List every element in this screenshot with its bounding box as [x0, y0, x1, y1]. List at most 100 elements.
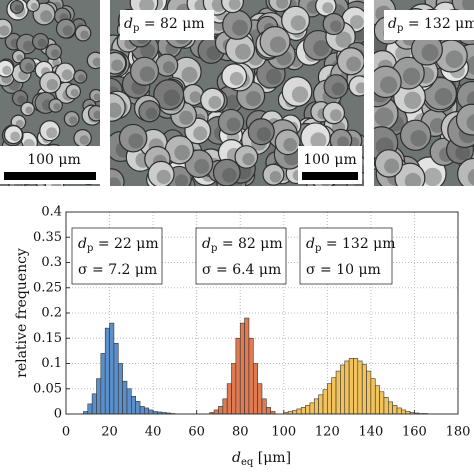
particle-shade: [331, 82, 345, 96]
particle: [399, 119, 432, 151]
particle: [234, 145, 259, 169]
bar: [374, 385, 380, 415]
particle-shade: [40, 10, 53, 23]
x-tick-label: 0: [62, 425, 70, 440]
bar: [235, 337, 241, 415]
bar: [313, 398, 319, 415]
bar: [344, 360, 350, 415]
particle-shade: [313, 40, 330, 57]
bar: [396, 407, 402, 415]
scale-label: 100 μm: [303, 152, 357, 168]
label-box: [120, 10, 214, 40]
particle-shade: [445, 50, 464, 68]
particle: [110, 168, 125, 186]
bar: [292, 410, 298, 415]
particle-shade: [245, 91, 262, 107]
particle-shade: [462, 0, 474, 12]
symbol: d: [388, 16, 397, 32]
particle-shade: [78, 74, 86, 82]
particle: [20, 101, 35, 117]
bar: [309, 402, 315, 415]
bar: [388, 401, 393, 415]
bar: [252, 363, 258, 415]
particle: [274, 129, 301, 156]
particle: [262, 163, 285, 186]
x-tick-label: 120: [315, 425, 340, 440]
scale-bar: [4, 172, 96, 180]
y-tick-label: 0.05: [33, 381, 62, 396]
particle-shade: [410, 129, 427, 147]
label-text: [μm]: [253, 450, 291, 466]
particle-shade: [242, 152, 255, 166]
label-text: = 132 μm: [321, 236, 395, 252]
particle-shade: [61, 69, 73, 81]
bar: [331, 377, 337, 415]
particle: [0, 18, 13, 39]
bar: [213, 409, 219, 415]
bar: [96, 378, 102, 415]
bar: [218, 406, 224, 415]
particle: [73, 69, 88, 84]
x-tick-label: 20: [101, 425, 118, 440]
particle-shade: [283, 137, 297, 152]
particle-shade: [156, 169, 171, 185]
particle-shade: [276, 0, 289, 9]
particle: [45, 43, 63, 61]
particle-shade: [350, 15, 364, 29]
bar: [244, 317, 250, 415]
particle-shade: [269, 171, 282, 183]
particle: [48, 98, 63, 113]
particle-shade: [79, 135, 90, 145]
y-tick-label: 0.3: [41, 255, 62, 270]
label-text: = 22 μm: [93, 236, 158, 252]
subscript: eq: [241, 457, 254, 468]
label-box: [384, 10, 474, 40]
particle-shade: [232, 19, 248, 36]
math-label: dp = 132 μm: [306, 236, 396, 254]
bar: [357, 360, 363, 415]
particle: [259, 26, 291, 58]
particle-shade: [93, 93, 100, 101]
bar: [144, 407, 150, 415]
particle: [0, 59, 15, 78]
particle-shade: [229, 71, 244, 86]
bar: [131, 396, 136, 415]
particle: [374, 65, 402, 99]
particle: [138, 100, 161, 123]
particle-shade: [128, 133, 144, 149]
subscript: p: [211, 243, 217, 254]
particle-shade: [330, 109, 342, 122]
particle-shade: [421, 44, 439, 62]
math-label: dp = 82 μm: [124, 16, 205, 34]
particle: [315, 0, 337, 17]
particle-shade: [23, 40, 34, 52]
particle: [268, 0, 292, 13]
particle-shade: [37, 38, 47, 48]
particle-shade: [163, 89, 180, 106]
particle: [11, 89, 29, 107]
particle-shade: [337, 136, 349, 149]
particle-shade: [93, 110, 100, 120]
particle-shade: [467, 168, 474, 186]
particle: [89, 88, 100, 103]
x-tick-label: 80: [232, 425, 249, 440]
particle-shade: [235, 43, 251, 60]
x-tick-label: 180: [446, 425, 471, 440]
x-tick-label: 40: [145, 425, 162, 440]
bar: [126, 388, 132, 415]
particle-shade: [455, 145, 471, 161]
particle-shade: [174, 174, 189, 186]
symbol: d: [306, 236, 315, 252]
particle-shade: [0, 25, 10, 36]
bar: [257, 383, 263, 415]
bar: [379, 391, 385, 415]
bar: [340, 364, 346, 415]
particle-shade: [15, 119, 24, 128]
particle-shade: [225, 94, 240, 110]
bar: [348, 358, 354, 415]
bar: [335, 370, 341, 415]
annotation-box: [71, 227, 163, 285]
annotation-sigma: σ = 10 μm: [306, 262, 381, 278]
